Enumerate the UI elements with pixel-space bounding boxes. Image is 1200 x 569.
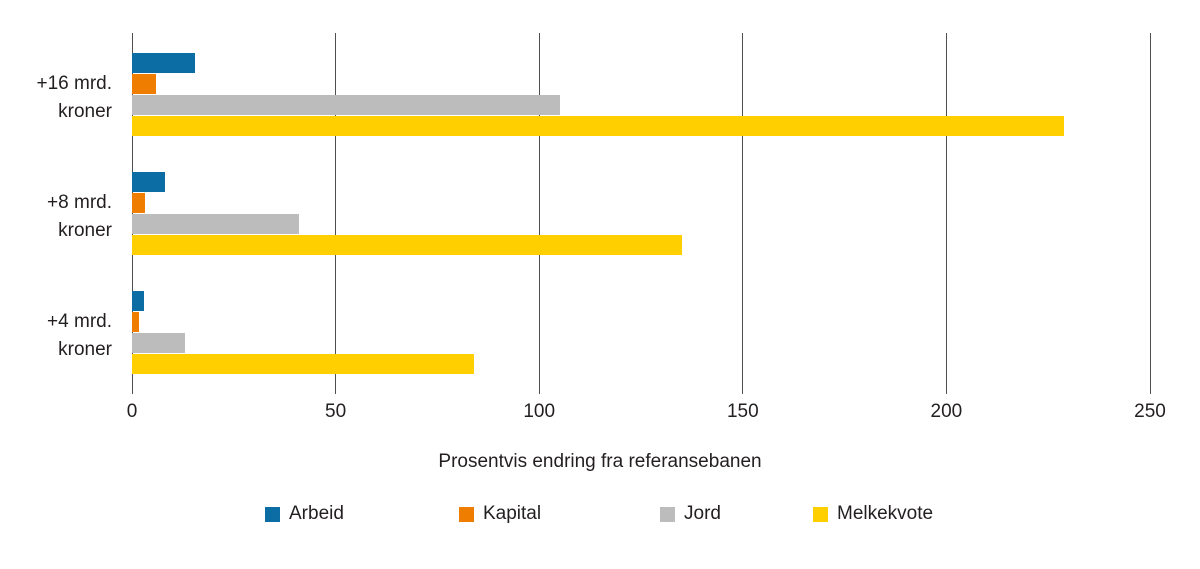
gridline-x-200	[945, 33, 947, 394]
legend-item-kapital: Kapital	[459, 503, 541, 525]
gridline-x-0	[131, 33, 133, 394]
legend-item-melkekvote: Melkekvote	[813, 503, 933, 525]
gridline-x-100	[538, 33, 540, 394]
bar-kapital-group3	[132, 311, 139, 332]
legend-item-jord: Jord	[660, 503, 721, 525]
plot-area	[131, 33, 1151, 394]
bar-arbeid-group1	[132, 53, 196, 73]
x-tick-label-150: 150	[726, 401, 759, 422]
bar-melkekvote-group2	[132, 235, 682, 256]
legend-swatch-icon	[660, 506, 675, 522]
x-tick-label-100: 100	[523, 401, 556, 422]
bar-melkekvote-group1	[132, 116, 1065, 137]
bar-jord-group2	[132, 214, 299, 234]
x-tick-label-250: 250	[1134, 401, 1166, 422]
bar-arbeid-group2	[132, 171, 165, 192]
bar-melkekvote-group3	[132, 353, 475, 374]
bar-jord-group1	[132, 95, 560, 116]
x-tick-label-200: 200	[930, 401, 963, 422]
bar-jord-group3	[132, 332, 185, 353]
x-tick-label-50: 50	[325, 401, 347, 422]
category-label-1: +16 mrd. kroner	[36, 73, 112, 122]
category-label-3: +4 mrd. kroner	[47, 310, 112, 360]
bar-kapital-group2	[132, 192, 146, 213]
x-tick-label-0: 0	[126, 401, 138, 422]
legend-swatch-icon	[813, 506, 828, 522]
legend-label: Jord	[684, 503, 721, 524]
legend-label: Kapital	[483, 503, 542, 524]
legend-swatch-icon	[459, 506, 474, 522]
legend-label: Melkekvote	[837, 503, 934, 524]
category-label-2: +8 mrd. kroner	[47, 191, 112, 241]
legend-swatch-icon	[265, 506, 280, 522]
bar-kapital-group1	[132, 74, 157, 95]
gridline-x-250	[1149, 33, 1151, 394]
gridline-x-50	[335, 33, 337, 394]
gridline-x-150	[742, 33, 744, 394]
legend-item-arbeid: Arbeid	[265, 503, 344, 525]
x-axis-title: Prosentvis endring fra referansebanen	[438, 451, 762, 472]
bar-arbeid-group3	[132, 290, 145, 311]
legend-label: Arbeid	[289, 503, 344, 524]
